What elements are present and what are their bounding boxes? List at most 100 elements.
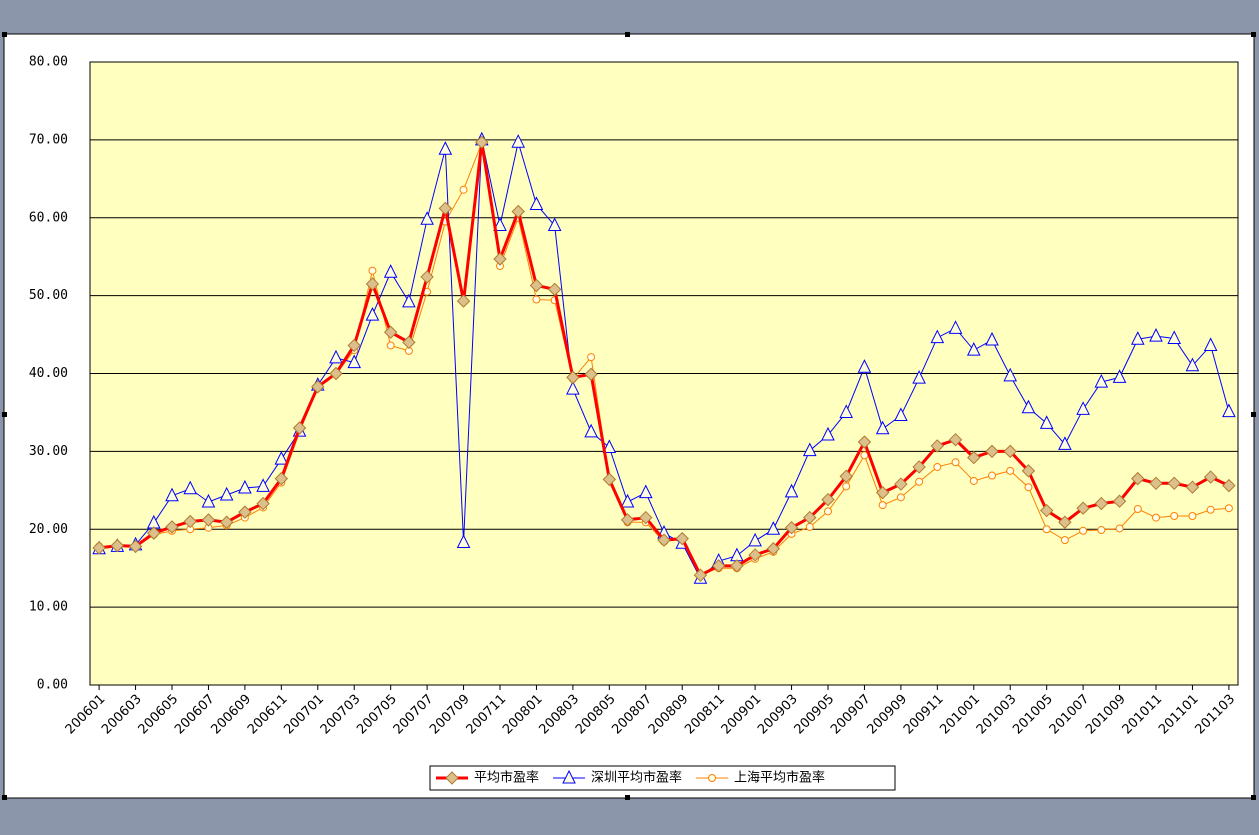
bottom-band (0, 800, 1259, 835)
marker (1222, 403, 1236, 418)
marker (1185, 357, 1200, 372)
marker (602, 472, 617, 487)
marker (445, 771, 459, 785)
marker (969, 476, 978, 485)
marker (1058, 515, 1072, 529)
marker (1206, 505, 1215, 514)
marker (951, 458, 960, 467)
marker (766, 521, 781, 535)
marker (183, 480, 198, 495)
marker (532, 295, 541, 304)
marker (329, 366, 343, 381)
marker (915, 477, 924, 486)
marker (386, 341, 395, 350)
marker (1167, 476, 1181, 491)
marker (219, 486, 234, 501)
marker (456, 294, 471, 308)
marker (878, 501, 887, 510)
marker (201, 493, 216, 508)
y-tick-label: 0.00 (37, 678, 68, 693)
marker (894, 407, 908, 422)
marker (824, 507, 832, 516)
legend-box (429, 765, 896, 791)
marker (1188, 512, 1197, 521)
marker (1021, 399, 1036, 414)
legend: 平均市盈率 深圳平均市盈率 上海平均市盈率 (429, 765, 896, 791)
marker (967, 450, 981, 465)
marker (1003, 444, 1017, 459)
marker (475, 135, 489, 149)
marker (1112, 494, 1127, 508)
marker (1042, 525, 1051, 534)
marker (1094, 496, 1109, 511)
marker (1076, 401, 1090, 415)
marker (587, 353, 596, 362)
marker (639, 510, 653, 525)
marker (511, 204, 525, 219)
marker (657, 533, 671, 547)
marker (365, 277, 380, 291)
marker (948, 432, 963, 447)
marker (165, 487, 179, 502)
marker (1224, 504, 1233, 513)
marker (839, 404, 854, 418)
marker (456, 534, 471, 548)
marker (1115, 524, 1124, 533)
marker (1039, 415, 1054, 429)
marker (842, 482, 851, 491)
marker (402, 335, 416, 350)
marker (311, 380, 325, 394)
marker (1006, 466, 1015, 475)
marker (803, 510, 817, 525)
marker (602, 439, 617, 453)
marker (493, 252, 507, 266)
marker (1133, 505, 1142, 514)
y-tick-label: 40.00 (29, 366, 68, 381)
marker (912, 460, 926, 474)
marker (1203, 337, 1218, 351)
marker (748, 532, 762, 547)
legend-label: 平均市盈率 (474, 770, 539, 786)
marker (438, 201, 453, 216)
marker (1149, 328, 1163, 342)
marker (238, 479, 252, 494)
marker (402, 293, 416, 308)
marker (784, 483, 799, 498)
marker (985, 444, 999, 459)
marker (802, 442, 817, 457)
marker (219, 515, 234, 529)
marker (438, 141, 453, 155)
marker (711, 559, 726, 573)
marker (896, 493, 905, 502)
handle (2, 32, 7, 37)
marker (730, 559, 744, 573)
marker (256, 496, 270, 511)
marker (620, 493, 635, 508)
marker (784, 520, 799, 535)
marker (368, 266, 377, 275)
handle (1251, 412, 1256, 417)
marker (1167, 330, 1182, 344)
marker (584, 367, 598, 381)
marker (256, 478, 270, 492)
marker (1024, 483, 1033, 492)
marker (1003, 367, 1018, 382)
marker (274, 471, 289, 486)
marker (347, 338, 361, 353)
marker (383, 264, 398, 278)
marker (1185, 480, 1200, 494)
marker (1058, 436, 1072, 450)
marker (894, 477, 908, 491)
handle (2, 795, 7, 800)
marker (566, 370, 580, 385)
marker (238, 505, 252, 519)
marker (459, 185, 468, 194)
marker (1130, 331, 1145, 345)
marker (365, 306, 380, 321)
marker (347, 354, 362, 369)
marker (566, 380, 580, 395)
marker (1170, 512, 1179, 521)
legend-label: 上海平均市盈率 (734, 770, 825, 786)
